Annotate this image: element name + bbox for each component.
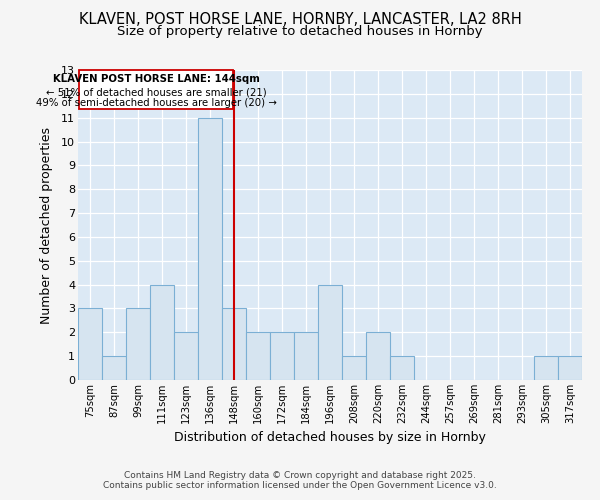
Bar bbox=[391, 356, 413, 380]
Bar bbox=[343, 356, 365, 380]
Bar bbox=[103, 356, 125, 380]
Bar bbox=[127, 308, 149, 380]
Bar bbox=[175, 332, 197, 380]
Bar bbox=[535, 356, 557, 380]
Text: Size of property relative to detached houses in Hornby: Size of property relative to detached ho… bbox=[117, 25, 483, 38]
Text: KLAVEN POST HORSE LANE: 144sqm: KLAVEN POST HORSE LANE: 144sqm bbox=[53, 74, 259, 85]
Text: ← 51% of detached houses are smaller (21): ← 51% of detached houses are smaller (21… bbox=[46, 87, 266, 97]
Text: 49% of semi-detached houses are larger (20) →: 49% of semi-detached houses are larger (… bbox=[35, 98, 277, 108]
FancyBboxPatch shape bbox=[79, 70, 233, 110]
Bar bbox=[223, 308, 245, 380]
Bar bbox=[199, 118, 221, 380]
X-axis label: Distribution of detached houses by size in Hornby: Distribution of detached houses by size … bbox=[174, 432, 486, 444]
Bar bbox=[79, 308, 101, 380]
Bar bbox=[151, 284, 173, 380]
Bar bbox=[319, 284, 341, 380]
Bar bbox=[367, 332, 389, 380]
Bar bbox=[247, 332, 269, 380]
Text: Contains HM Land Registry data © Crown copyright and database right 2025.
Contai: Contains HM Land Registry data © Crown c… bbox=[103, 470, 497, 490]
Bar bbox=[271, 332, 293, 380]
Bar bbox=[559, 356, 581, 380]
Y-axis label: Number of detached properties: Number of detached properties bbox=[40, 126, 53, 324]
Bar bbox=[295, 332, 317, 380]
Text: KLAVEN, POST HORSE LANE, HORNBY, LANCASTER, LA2 8RH: KLAVEN, POST HORSE LANE, HORNBY, LANCAST… bbox=[79, 12, 521, 28]
